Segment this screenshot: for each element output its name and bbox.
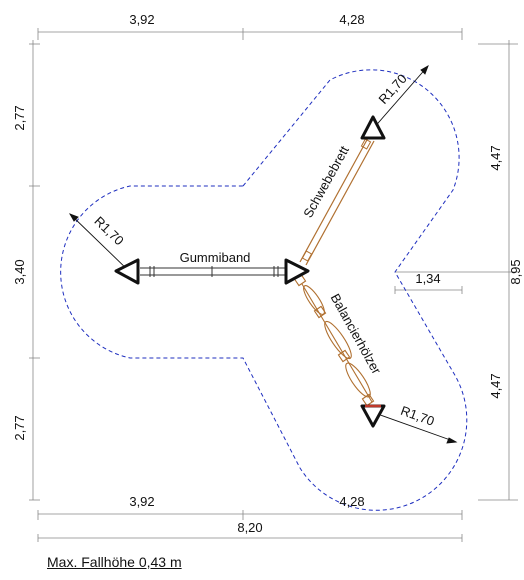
dim-left-lower: 2,77 (12, 415, 27, 440)
radius-arrows (68, 64, 458, 444)
dim-right-lower: 4,47 (488, 373, 503, 398)
dim-left-middle: 3,40 (12, 259, 27, 284)
post-triangles (114, 115, 386, 428)
label-gummiband: Gummiband (180, 250, 251, 265)
dim-inner-offset: 1,34 (415, 271, 440, 286)
dim-left-upper: 2,77 (12, 105, 27, 130)
dim-bottom-left: 3,92 (129, 494, 154, 509)
radius-label-bottom-right: R1,70 (399, 403, 437, 429)
gummiband-element (140, 266, 286, 277)
post-left (114, 258, 140, 285)
dimension-lines (29, 28, 518, 542)
dim-top-left: 3,92 (129, 12, 154, 27)
schwebebrett-element (299, 137, 375, 266)
balancierhoelzer-element (293, 273, 375, 407)
dim-bottom-right: 4,28 (339, 494, 364, 509)
radius-label-left: R1,70 (91, 213, 126, 248)
radius-label-top-right: R1,70 (375, 71, 409, 107)
post-center (284, 258, 310, 285)
dim-top-right: 4,28 (339, 12, 364, 27)
dim-bottom-total: 8,20 (237, 520, 262, 535)
post-bottom-right (360, 404, 386, 428)
fall-zone-boundary (60, 69, 468, 511)
post-top-right (360, 115, 386, 140)
label-balancierhoelzer: Balancierhölzer (328, 291, 385, 377)
fall-height-note: Max. Fallhöhe 0,43 m (47, 554, 182, 570)
dim-right-upper: 4,47 (488, 145, 503, 170)
dim-right-total: 8,95 (508, 259, 523, 284)
